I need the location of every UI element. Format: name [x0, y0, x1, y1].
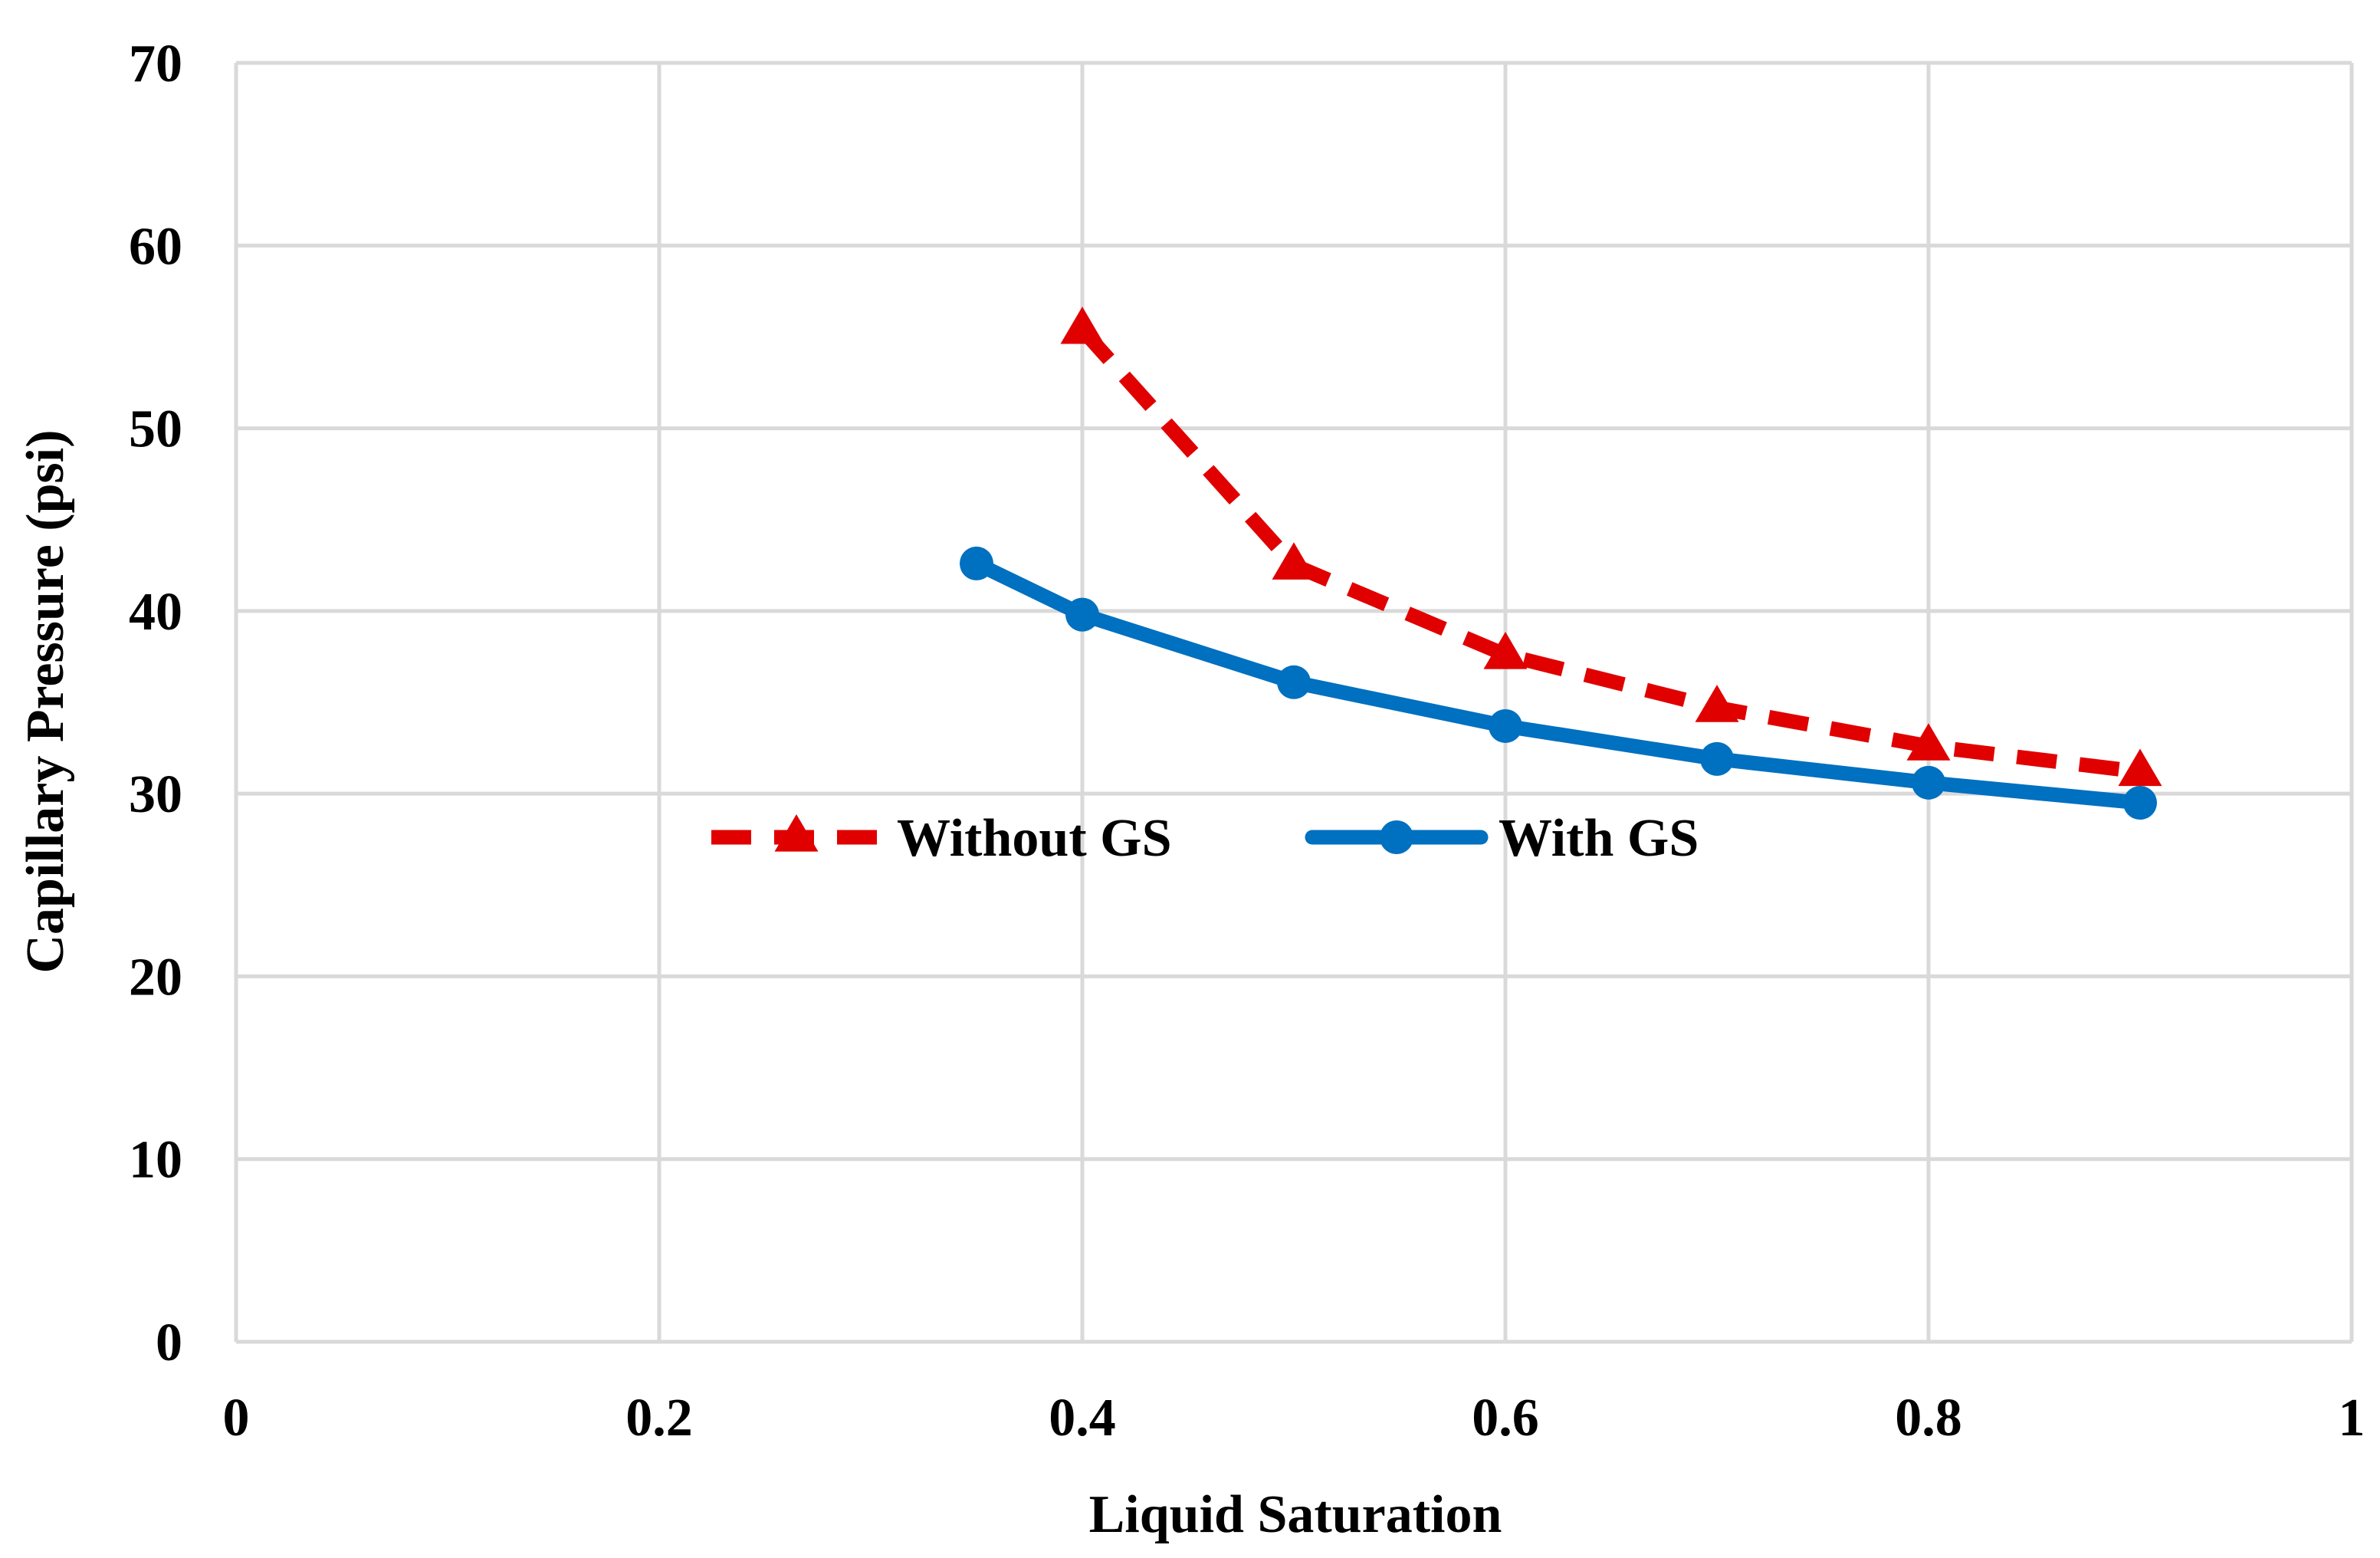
legend-label: With GS	[1499, 809, 1699, 868]
legend-marker	[1380, 820, 1413, 854]
legend: Without GS With GS	[711, 809, 1699, 868]
data-point	[1483, 632, 1528, 669]
y-tick-label: 40	[129, 583, 182, 642]
data-point	[1489, 708, 1522, 743]
x-axis-title: Liquid Saturation	[1089, 1485, 1502, 1544]
series-with-gs	[960, 546, 2157, 820]
y-tick-label: 10	[129, 1131, 182, 1190]
data-point	[1700, 741, 1734, 776]
data-point	[1272, 542, 1316, 580]
y-tick-label: 0	[156, 1313, 182, 1372]
data-point	[1277, 665, 1311, 699]
y-tick-label: 70	[129, 35, 182, 94]
data-point	[1065, 597, 1099, 632]
x-tick-label: 0.8	[1895, 1389, 1962, 1448]
data-point	[1695, 685, 1739, 722]
series-group	[960, 306, 2162, 820]
legend-item-with-gs: With GS	[1305, 809, 1699, 868]
x-tick-label: 0	[223, 1389, 250, 1448]
legend-label: Without GS	[897, 809, 1172, 868]
x-tick-label: 0.4	[1049, 1389, 1116, 1448]
axes	[234, 63, 2352, 1344]
y-tick-labels: 0 10 20 30 40 50 60 70	[129, 35, 182, 1372]
y-tick-label: 20	[129, 948, 182, 1007]
y-tick-label: 60	[129, 217, 182, 276]
x-tick-label: 0.6	[1472, 1389, 1539, 1448]
data-point	[2118, 748, 2162, 787]
y-tick-label: 30	[129, 765, 182, 824]
y-axis-title: Capillary Pressure (psi)	[16, 429, 75, 973]
data-point	[1060, 306, 1105, 344]
x-tick-label: 1	[2339, 1389, 2365, 1448]
series-line	[1076, 324, 2142, 779]
data-point	[1906, 723, 1951, 761]
series-without-gs	[1060, 306, 2162, 787]
legend-marker	[774, 814, 819, 852]
data-point	[2123, 786, 2157, 820]
data-point	[960, 546, 993, 580]
gridlines	[236, 61, 2354, 1342]
x-tick-labels: 0 0.2 0.4 0.6 0.8 1	[223, 1389, 2365, 1448]
data-point	[1912, 765, 1945, 800]
legend-item-without-gs: Without GS	[711, 809, 1172, 868]
x-tick-label: 0.2	[625, 1389, 693, 1448]
y-tick-label: 50	[129, 400, 182, 459]
